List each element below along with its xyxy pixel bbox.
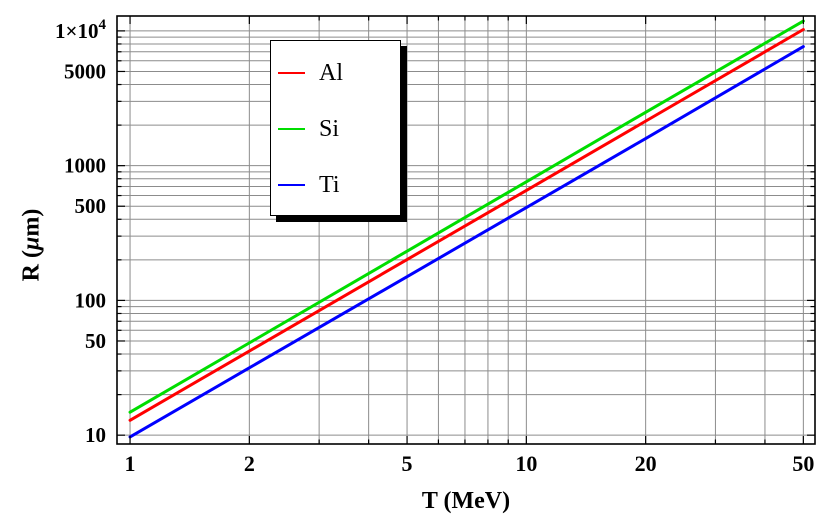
x-tick-label: 1	[125, 451, 136, 476]
y-tick-label: 10	[85, 423, 106, 447]
gridlines	[117, 16, 815, 444]
x-tick-label: 50	[792, 451, 814, 476]
axis-ticks	[117, 16, 815, 444]
x-axis-label: T (MeV)	[421, 488, 511, 514]
tick-labels: 1 2 5 10 20 50 10 50 100 500 1000 5000 1×104	[55, 17, 814, 476]
legend-label-al: Al	[319, 59, 343, 86]
y-axis-label-mu: μ	[18, 236, 45, 251]
y-axis-label-suffix: m)	[18, 208, 45, 237]
series-line-al	[128, 28, 805, 422]
legend-line-sample-al	[278, 72, 305, 74]
frame-rect	[116, 15, 816, 445]
y-axis-label-prefix: R (	[18, 250, 45, 282]
plot-frame	[116, 15, 816, 445]
y-tick-label: 500	[75, 194, 107, 218]
series-line-si	[128, 19, 805, 414]
legend-line-sample-si	[278, 128, 305, 130]
x-tick-label: 5	[402, 451, 413, 476]
y-tick-label: 100	[75, 288, 107, 312]
y-axis-label: R (μm)	[19, 209, 46, 282]
legend-item-ti: Ti	[271, 157, 400, 213]
y-tick-label: 1000	[64, 154, 106, 178]
x-tick-label: 20	[635, 451, 657, 476]
legend-item-si: Si	[271, 101, 400, 157]
legend-item-al: Al	[271, 45, 400, 101]
legend-label-ti: Ti	[319, 171, 340, 198]
legend-line-sample-ti	[278, 184, 305, 186]
legend: Al Si Ti	[270, 40, 401, 216]
x-tick-label: 10	[515, 451, 537, 476]
y-tick-label: 50	[85, 329, 106, 353]
series-line-ti	[128, 45, 805, 439]
legend-label-si: Si	[319, 115, 340, 142]
y-tick-label: 1×104	[55, 17, 106, 43]
x-tick-label: 2	[244, 451, 255, 476]
y-tick-label: 5000	[64, 59, 106, 83]
data-series	[128, 19, 805, 439]
